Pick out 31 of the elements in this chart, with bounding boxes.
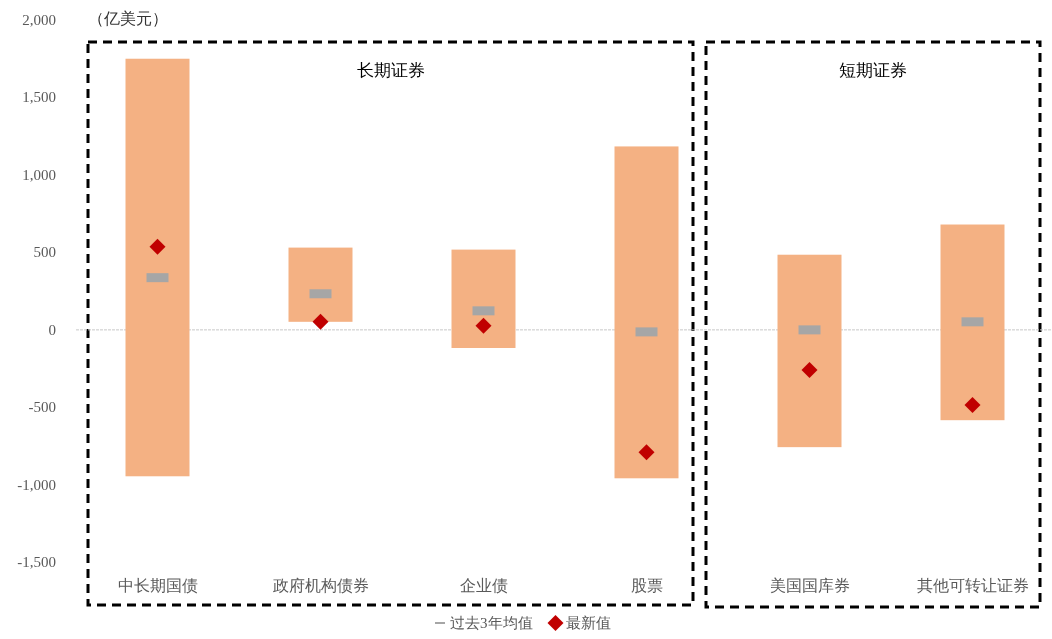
y-tick-label: 0 <box>48 321 56 338</box>
point <box>801 361 818 378</box>
y-tick-label: -1,500 <box>17 554 56 571</box>
annotation: 长期证券 <box>356 61 425 80</box>
annotation: 短期证券 <box>839 61 907 80</box>
point <box>638 444 655 461</box>
bar <box>288 247 353 322</box>
x-tick-label: 股票 <box>630 577 663 594</box>
x-tick-label: 中长期国债 <box>117 577 198 594</box>
y-tick-label: -500 <box>28 399 56 416</box>
point <box>475 317 492 334</box>
y-tick-label: 2,000 <box>22 12 56 28</box>
y-tick-label: -1,000 <box>17 476 56 493</box>
x-tick-label: 其他可转让证券 <box>916 577 1029 594</box>
y-axis-title: （亿美元） <box>88 10 168 27</box>
y-tick-label: 1,000 <box>22 166 56 183</box>
y-tick-label: 1,500 <box>22 89 56 106</box>
point <box>149 238 166 255</box>
legend-label: 过去3年均值 <box>450 615 533 631</box>
legend-label: 最新值 <box>565 615 611 631</box>
x-tick-label: 企业债 <box>459 577 508 594</box>
bar <box>125 58 190 477</box>
bar <box>451 249 516 348</box>
bar <box>777 254 842 448</box>
y-tick-label: 500 <box>33 244 56 261</box>
point <box>312 313 329 330</box>
bar <box>940 224 1005 421</box>
bar <box>614 146 679 479</box>
x-tick-label: 美国国库券 <box>769 577 850 594</box>
point <box>964 397 981 414</box>
x-tick-label: 政府机构债券 <box>272 577 369 594</box>
